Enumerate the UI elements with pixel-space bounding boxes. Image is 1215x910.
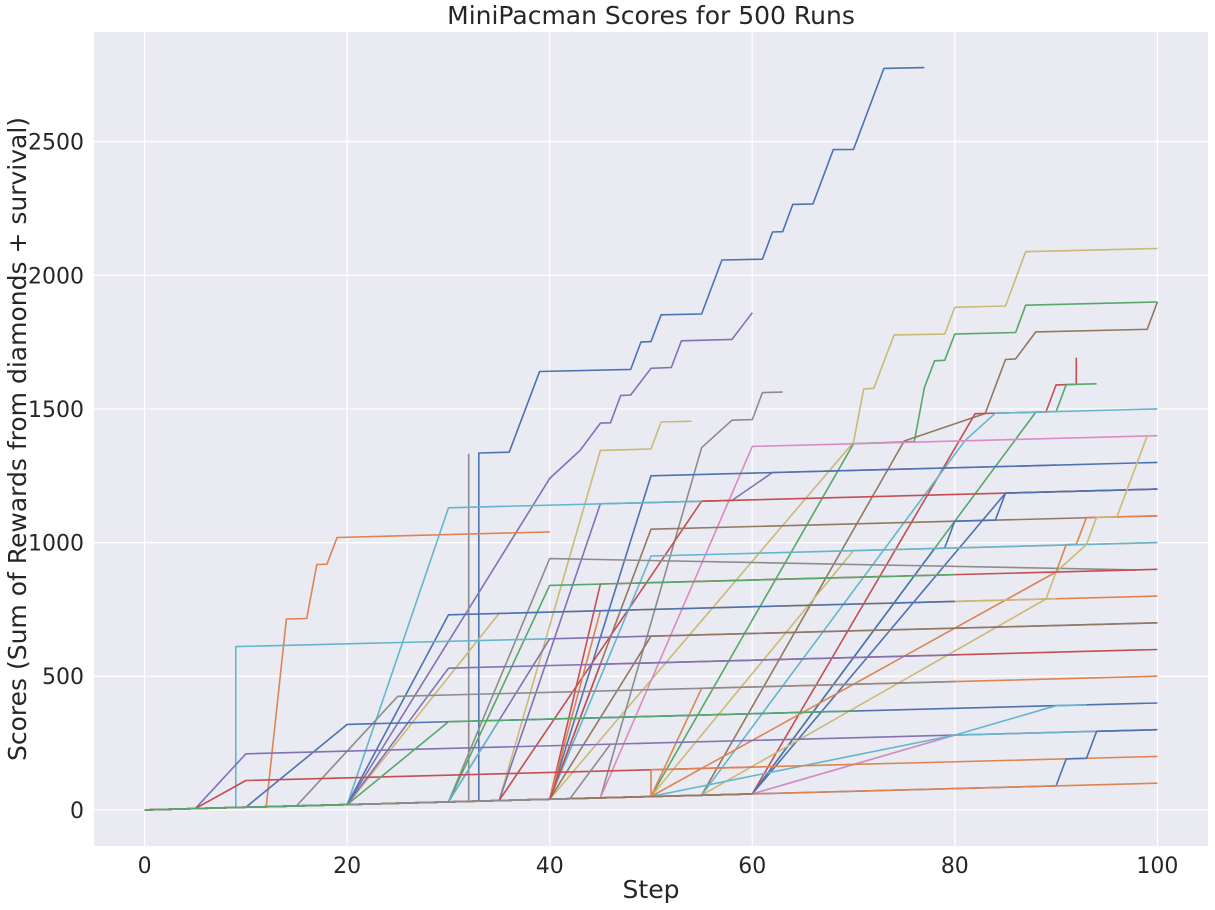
y-tick-label: 1500: [28, 398, 84, 423]
series-line-1: [144, 66, 925, 811]
series-line-50: [144, 710, 854, 811]
series-line-25: [144, 435, 1148, 811]
series-line-2: [144, 247, 1158, 811]
y-tick-label: 0: [70, 799, 84, 824]
x-tick-labels: 0 20 40 60 80 100: [138, 854, 1179, 879]
x-tick-label: 40: [536, 854, 564, 879]
x-tick-label: 20: [333, 854, 361, 879]
series-group: [144, 66, 1159, 811]
x-tick-label: 100: [1136, 854, 1178, 879]
y-tick-label: 500: [42, 665, 84, 690]
y-tick-label: 1000: [28, 532, 84, 557]
series-line-17: [144, 531, 550, 811]
x-tick-label: 80: [941, 854, 969, 879]
series-line-4: [144, 301, 1159, 811]
y-tick-label: 2000: [28, 264, 84, 289]
series-line-5: [144, 312, 753, 811]
y-tick-labels: 0 500 1000 1500 2000 2500: [28, 131, 84, 824]
y-axis-title: Scores (Sum of Rewards from diamonds + s…: [3, 117, 32, 761]
chart-title: MiniPacman Scores for 500 Runs: [447, 1, 855, 30]
x-tick-label: 0: [138, 854, 152, 879]
x-tick-label: 60: [738, 854, 766, 879]
series-line-3: [144, 301, 1158, 811]
x-axis-title: Step: [623, 875, 680, 904]
y-tick-label: 2500: [28, 131, 84, 156]
